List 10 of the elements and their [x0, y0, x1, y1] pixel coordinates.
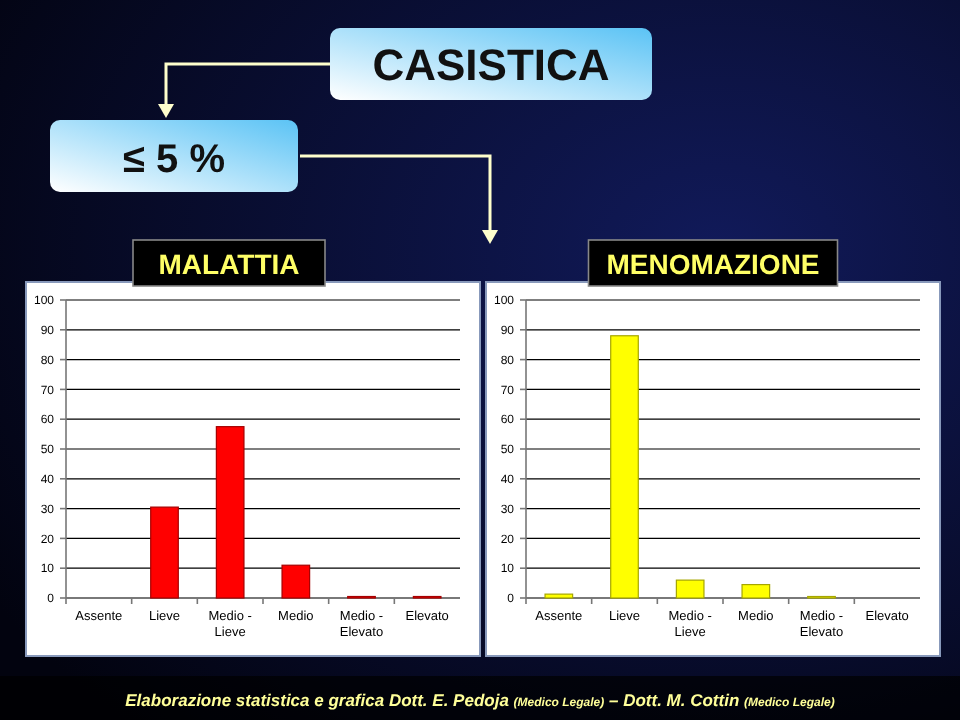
bar — [150, 506, 179, 599]
chart-title: MENOMAZIONE — [606, 248, 820, 280]
text: CASISTICA — [372, 40, 610, 90]
bar — [675, 579, 705, 599]
bar — [610, 335, 639, 599]
bar — [741, 583, 771, 599]
chart-title: MALATTIA — [158, 248, 300, 280]
bar — [281, 564, 311, 599]
text: ≤ 5 % — [123, 138, 226, 182]
bar — [215, 426, 245, 599]
